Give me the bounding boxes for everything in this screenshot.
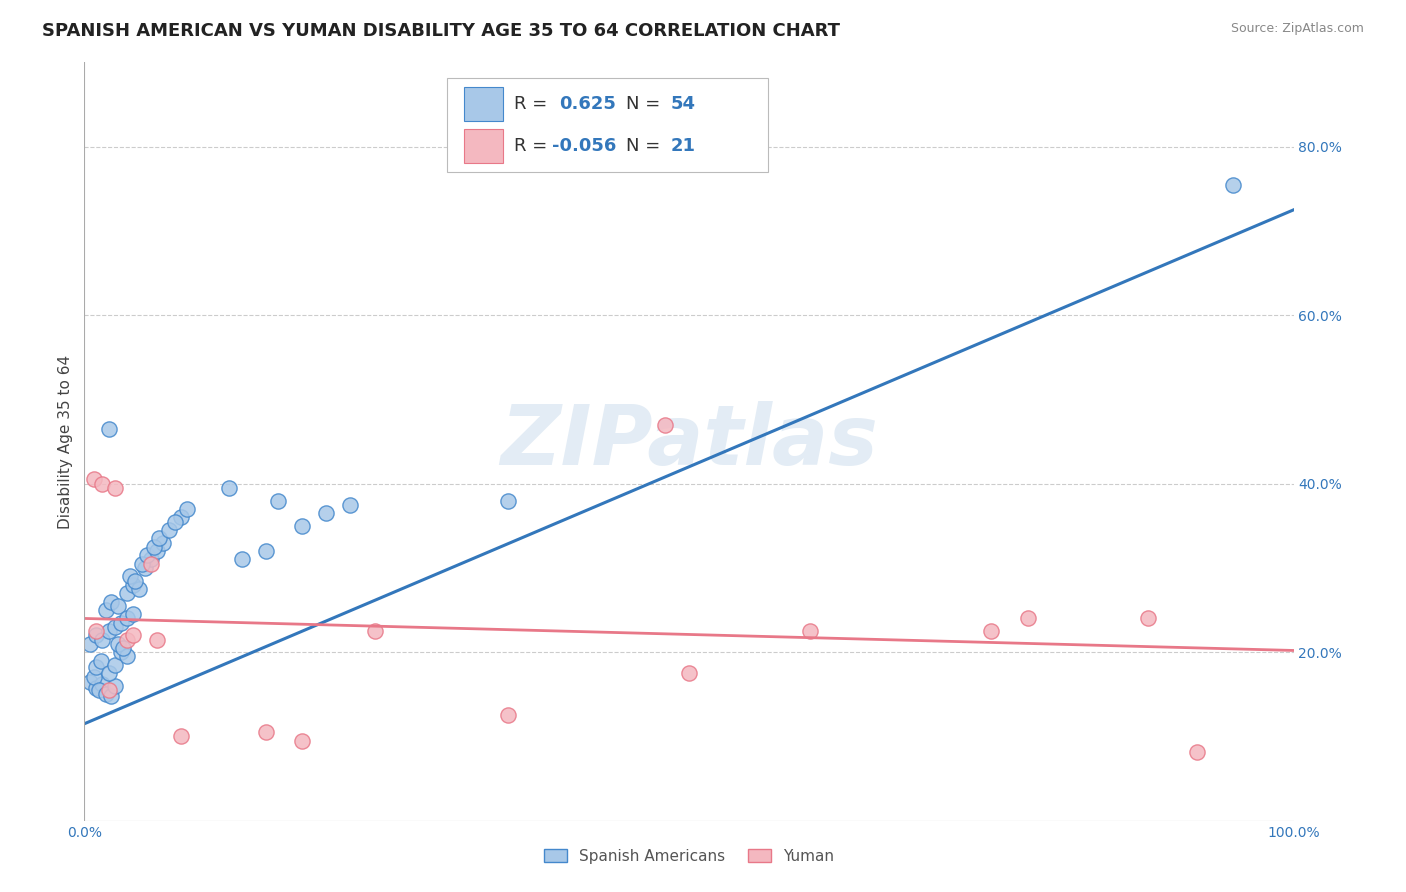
Point	[104, 620, 127, 634]
Text: SPANISH AMERICAN VS YUMAN DISABILITY AGE 35 TO 64 CORRELATION CHART: SPANISH AMERICAN VS YUMAN DISABILITY AGE…	[42, 22, 841, 40]
Point	[91, 632, 114, 647]
Point	[86, 624, 108, 639]
Point	[86, 660, 108, 674]
Point	[176, 502, 198, 516]
Point	[496, 708, 519, 723]
Point	[218, 481, 240, 495]
Point	[1185, 745, 1208, 759]
Point	[97, 666, 120, 681]
Point	[1222, 178, 1244, 192]
Point	[104, 679, 127, 693]
Point	[115, 649, 138, 664]
Point	[146, 544, 169, 558]
Point	[100, 689, 122, 703]
Point	[121, 578, 143, 592]
Point	[97, 422, 120, 436]
Point	[104, 481, 127, 495]
Point	[128, 582, 150, 596]
Point	[136, 548, 159, 563]
Point	[315, 506, 337, 520]
Legend: Spanish Americans, Yuman: Spanish Americans, Yuman	[537, 843, 841, 870]
Point	[83, 670, 105, 684]
Point	[110, 645, 132, 659]
Point	[146, 632, 169, 647]
Point	[291, 733, 314, 747]
Text: -0.056: -0.056	[553, 136, 617, 155]
Point	[90, 654, 112, 668]
Point	[799, 624, 821, 639]
Point	[121, 628, 143, 642]
Point	[254, 725, 277, 739]
Text: 54: 54	[671, 95, 696, 113]
Point	[86, 681, 108, 695]
Point	[152, 535, 174, 549]
Point	[79, 637, 101, 651]
Point	[107, 637, 129, 651]
Point	[100, 594, 122, 608]
Point	[1017, 611, 1039, 625]
Point	[91, 677, 114, 691]
Point	[115, 586, 138, 600]
Point	[94, 687, 117, 701]
Point	[134, 561, 156, 575]
Text: R =: R =	[513, 95, 553, 113]
Point	[86, 628, 108, 642]
Point	[112, 640, 135, 655]
Point	[107, 599, 129, 613]
Point	[143, 540, 166, 554]
Point	[97, 683, 120, 698]
Point	[79, 674, 101, 689]
Point	[124, 574, 146, 588]
Text: Source: ZipAtlas.com: Source: ZipAtlas.com	[1230, 22, 1364, 36]
Point	[291, 518, 314, 533]
Text: 21: 21	[671, 136, 696, 155]
Point	[139, 552, 162, 566]
Point	[254, 544, 277, 558]
Point	[980, 624, 1002, 639]
Text: 0.625: 0.625	[560, 95, 616, 113]
Point	[120, 569, 142, 583]
Point	[121, 607, 143, 622]
Point	[267, 493, 290, 508]
Point	[139, 557, 162, 571]
Point	[157, 523, 180, 537]
FancyBboxPatch shape	[464, 87, 503, 120]
Point	[87, 683, 110, 698]
Point	[339, 498, 361, 512]
Text: R =: R =	[513, 136, 553, 155]
Y-axis label: Disability Age 35 to 64: Disability Age 35 to 64	[58, 354, 73, 529]
Point	[131, 557, 153, 571]
Text: ZIPatlas: ZIPatlas	[501, 401, 877, 482]
FancyBboxPatch shape	[464, 129, 503, 162]
Point	[110, 615, 132, 630]
Point	[91, 476, 114, 491]
Point	[1137, 611, 1160, 625]
Point	[170, 510, 193, 524]
Point	[170, 730, 193, 744]
Text: N =: N =	[626, 136, 666, 155]
Point	[104, 657, 127, 672]
Point	[165, 515, 187, 529]
Point	[363, 624, 385, 639]
Point	[148, 532, 170, 546]
Point	[94, 603, 117, 617]
Point	[115, 632, 138, 647]
Point	[496, 493, 519, 508]
Point	[97, 624, 120, 639]
Point	[678, 666, 700, 681]
Point	[231, 552, 253, 566]
Point	[83, 473, 105, 487]
FancyBboxPatch shape	[447, 78, 768, 172]
Text: N =: N =	[626, 95, 666, 113]
Point	[115, 611, 138, 625]
Point	[654, 417, 676, 432]
